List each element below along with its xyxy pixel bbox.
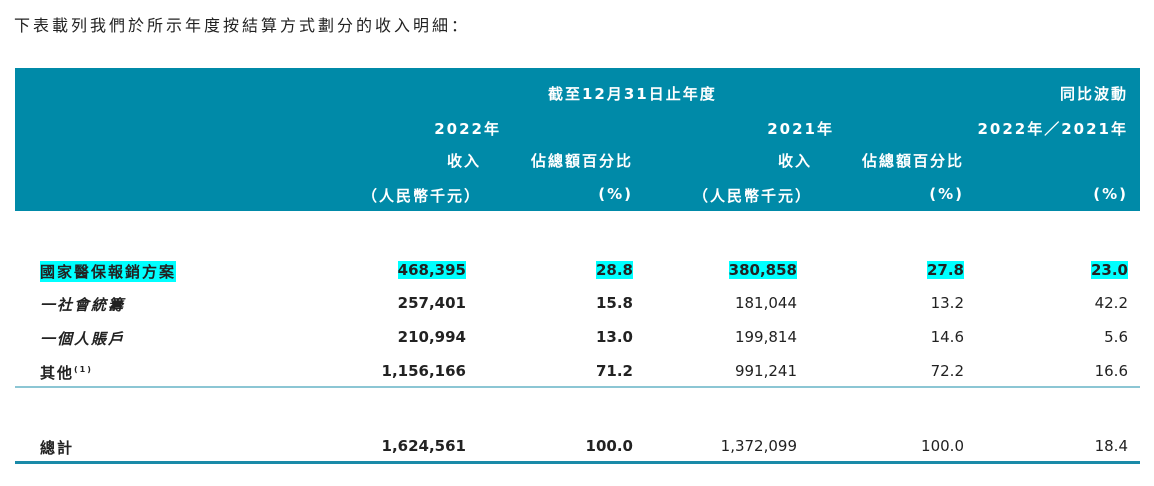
divider [15, 386, 1140, 388]
cell-rev21: 1,372,099 [720, 437, 797, 455]
cell-chg: 16.6 [1094, 362, 1128, 380]
cell-pct22: 15.8 [595, 294, 633, 312]
cell-pct22: 13.0 [595, 328, 633, 346]
change-heading: 同比波動 [1059, 85, 1128, 103]
change-years: 2022年／2021年 [977, 120, 1128, 138]
footnote-marker: (1) [74, 365, 93, 374]
cell-rev22: 257,401 [397, 294, 466, 312]
pct-2021-heading: 佔總額百分比 [861, 152, 964, 170]
total-underline [15, 461, 1140, 464]
rmb-2021-unit: （人民幣千元） [692, 187, 812, 205]
cell-pct21: 100.0 [921, 437, 964, 455]
row-label: 總計 [40, 437, 74, 458]
cell-pct22: 28.8 [595, 261, 633, 279]
pct-2022-heading: 佔總額百分比 [530, 152, 633, 170]
pct-2021-unit: (%) [929, 185, 964, 203]
cell-pct21: 27.8 [926, 261, 964, 279]
rmb-2022-unit: （人民幣千元） [361, 187, 481, 205]
cell-pct22: 100.0 [585, 437, 633, 455]
row-label-text: 一社會統籌 [40, 296, 126, 314]
period-heading: 截至12月31日止年度 [548, 85, 717, 103]
cell-rev21: 181,044 [734, 294, 797, 312]
row-label: 一個人賬戶 [40, 328, 125, 349]
cell-rev21: 991,241 [734, 362, 797, 380]
year-2022: 2022年 [434, 120, 501, 138]
cell-rev21: 199,814 [734, 328, 797, 346]
revenue-2022-heading: 收入 [446, 152, 481, 170]
table-header: 截至12月31日止年度 同比波動 2022年 2021年 2022年／2021年… [15, 68, 1140, 211]
cell-rev22: 1,156,166 [381, 362, 466, 380]
row-label-text: 國家醫保報銷方案 [40, 263, 177, 281]
row-label: 國家醫保報銷方案 [40, 261, 177, 282]
revenue-2021-heading: 收入 [777, 152, 812, 170]
cell-chg: 18.4 [1094, 437, 1128, 455]
cell-chg: 5.6 [1104, 328, 1128, 346]
row-label: 一社會統籌 [40, 294, 125, 315]
cell-chg: 23.0 [1090, 261, 1128, 279]
cell-rev21: 380,858 [728, 261, 797, 279]
cell-pct22: 71.2 [595, 362, 633, 380]
cell-rev22: 1,624,561 [381, 437, 466, 455]
row-label: 其他(1) [40, 362, 93, 383]
year-2021: 2021年 [767, 120, 834, 138]
cell-chg: 42.2 [1094, 294, 1128, 312]
cell-pct21: 14.6 [930, 328, 964, 346]
row-label-text: 一個人賬戶 [40, 330, 126, 348]
intro-text: 下表載列我們於所示年度按結算方式劃分的收入明細： [14, 16, 471, 35]
cell-rev22: 210,994 [397, 328, 466, 346]
row-label-text: 其他 [40, 364, 75, 382]
row-label-text: 總計 [40, 439, 75, 457]
cell-pct21: 13.2 [930, 294, 964, 312]
pct-2022-unit: (%) [598, 185, 633, 203]
change-unit: (%) [1093, 185, 1128, 203]
cell-pct21: 72.2 [930, 362, 964, 380]
cell-rev22: 468,395 [397, 261, 466, 279]
